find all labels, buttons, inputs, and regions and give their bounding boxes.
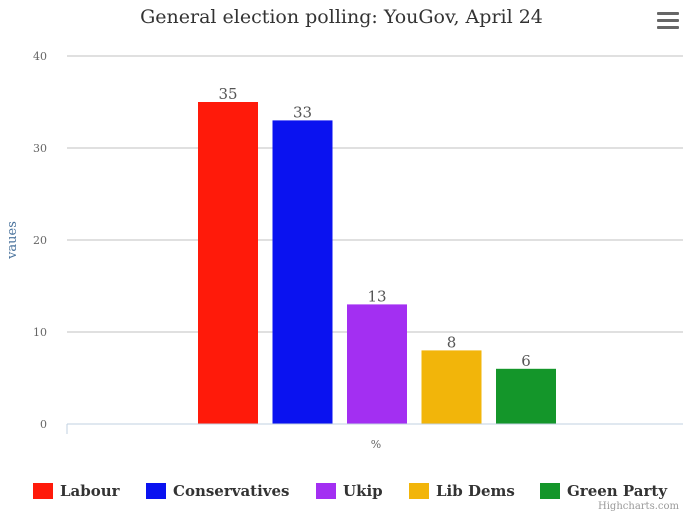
y-tick-label: 40 <box>33 50 47 63</box>
legend: Labour Conservatives Ukip Lib Dems Green Par… <box>0 482 683 506</box>
legend-item-conservatives[interactable]: Conservatives <box>146 482 290 500</box>
legend-label: Conservatives <box>173 482 290 500</box>
legend-swatch <box>540 483 560 499</box>
legend-swatch <box>33 483 53 499</box>
hamburger-menu-icon[interactable] <box>656 12 680 32</box>
bar-lib-dems[interactable] <box>421 350 482 424</box>
data-label: 35 <box>218 85 237 103</box>
bar-green-party[interactable] <box>496 368 556 424</box>
legend-item-green-party[interactable]: Green Party <box>540 482 667 500</box>
legend-swatch <box>409 483 429 499</box>
data-labels: 35 33 13 8 6 <box>218 85 530 370</box>
credits-link[interactable]: Highcharts.com <box>598 501 679 512</box>
data-label: 33 <box>293 103 312 121</box>
legend-swatch <box>316 483 336 499</box>
legend-label: Ukip <box>343 482 383 500</box>
bar-conservatives[interactable] <box>272 120 333 425</box>
y-tick-label: 0 <box>40 418 47 431</box>
legend-label: Lib Dems <box>436 482 515 500</box>
legend-label: Labour <box>60 482 120 500</box>
legend-swatch <box>146 483 166 499</box>
legend-item-lib-dems[interactable]: Lib Dems <box>409 482 515 500</box>
bar-ukip[interactable] <box>347 304 407 424</box>
y-tick-label: 30 <box>33 142 47 155</box>
legend-label: Green Party <box>567 482 668 500</box>
bar-labour[interactable] <box>198 102 258 424</box>
data-label: 6 <box>521 352 531 370</box>
bars <box>198 102 556 425</box>
y-axis-title: vaues <box>5 221 20 260</box>
chart-plot: 0 10 20 30 40 35 33 13 8 6 vaues % <box>5 50 683 451</box>
y-tick-label: 20 <box>33 234 47 247</box>
x-axis-category-label: % <box>371 438 381 451</box>
y-axis-ticks: 0 10 20 30 40 <box>33 50 47 431</box>
chart-title: General election polling: YouGov, April … <box>140 6 543 28</box>
legend-item-ukip[interactable]: Ukip <box>316 482 383 500</box>
data-label: 13 <box>367 287 386 305</box>
data-label: 8 <box>447 333 457 351</box>
legend-item-labour[interactable]: Labour <box>33 482 120 500</box>
y-tick-label: 10 <box>33 326 47 339</box>
